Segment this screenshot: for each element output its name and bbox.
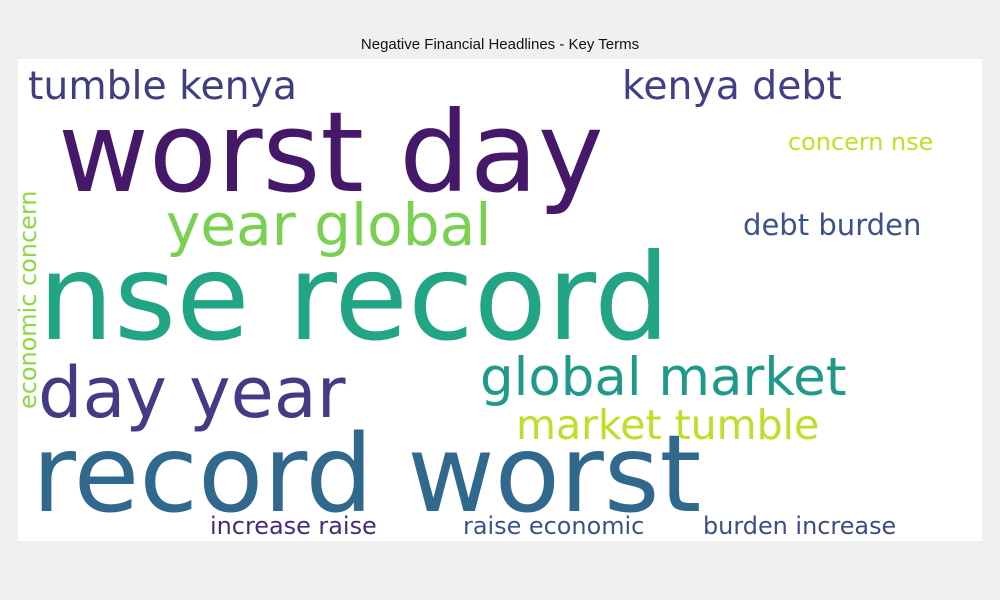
chart-title: Negative Financial Headlines - Key Terms <box>360 36 640 53</box>
word-cloud-term: economic concern <box>18 191 42 409</box>
word-cloud-term: year global <box>166 191 491 259</box>
word-cloud-term: increase raise <box>210 512 377 540</box>
word-cloud-term: market tumble <box>516 401 819 449</box>
word-cloud-panel: record worst nse record worst day day year y… <box>18 59 982 541</box>
word-cloud-term: record worst <box>32 413 701 537</box>
word-cloud-term: nse record <box>38 229 670 368</box>
word-cloud-term: raise economic <box>463 512 644 540</box>
word-cloud-term: day year <box>38 352 346 434</box>
word-cloud-term: worst day <box>58 89 604 218</box>
word-cloud-term: tumble kenya <box>28 64 297 109</box>
word-cloud-term: kenya debt <box>622 64 842 109</box>
word-cloud-term: global market <box>480 347 846 408</box>
word-cloud-term: burden increase <box>703 512 896 540</box>
word-cloud-term: debt burden <box>743 208 921 242</box>
word-cloud-term: concern nse <box>788 128 933 156</box>
